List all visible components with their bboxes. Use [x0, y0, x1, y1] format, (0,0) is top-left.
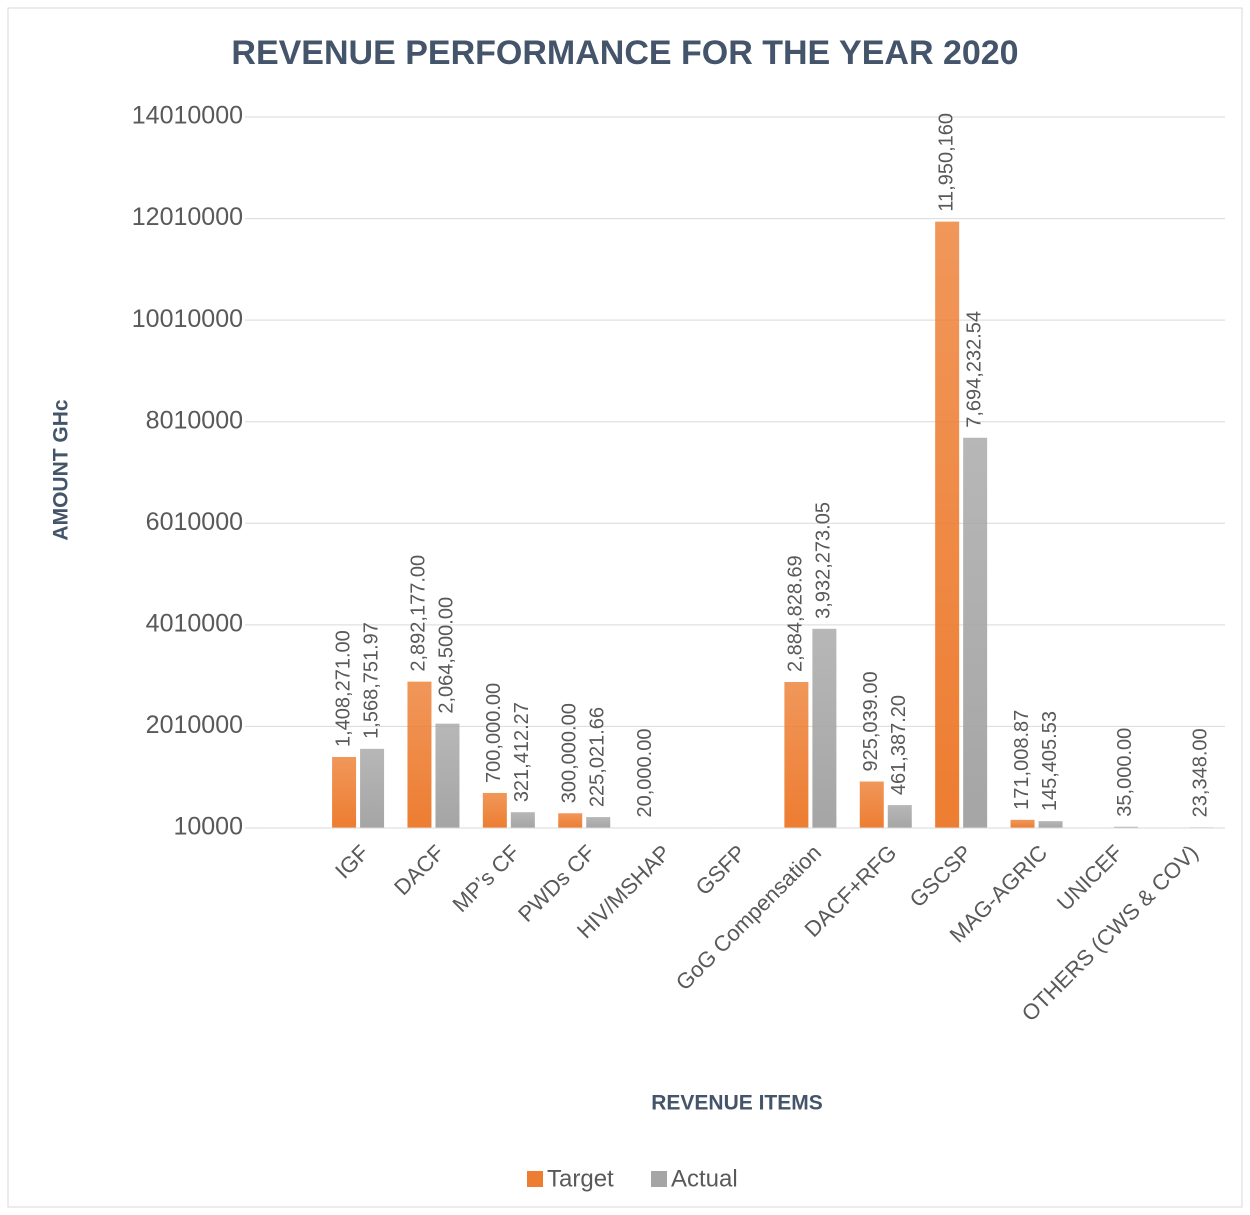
data-label: 145,405.53	[1039, 711, 1061, 811]
bar	[963, 437, 988, 828]
bar	[332, 756, 357, 828]
y-axis-title: AMOUNT GHc	[50, 399, 73, 540]
data-label: 35,000.00	[1114, 728, 1136, 817]
bar	[935, 221, 960, 828]
data-label: 2,892,177.00	[408, 555, 430, 672]
bar	[510, 812, 535, 828]
y-tick-label: 8010000	[146, 406, 243, 434]
legend-label: Actual	[671, 1165, 738, 1192]
bar	[1038, 821, 1063, 828]
data-label: 2,064,500.00	[436, 597, 458, 714]
bar	[812, 628, 837, 828]
bar	[435, 723, 460, 828]
data-label: 171,008.87	[1011, 710, 1033, 810]
data-label: 1,408,271.00	[332, 630, 354, 747]
bar	[859, 781, 884, 828]
bar	[407, 681, 432, 828]
data-label: 3,932,273.05	[813, 502, 835, 619]
bar	[558, 813, 583, 828]
y-tick-label: 6010000	[146, 508, 243, 536]
legend-label: Target	[547, 1165, 614, 1192]
chart-title: REVENUE PERFORMANCE FOR THE YEAR 2020	[231, 34, 1018, 72]
bar	[482, 792, 507, 828]
y-tick-label: 4010000	[146, 609, 243, 637]
data-label: 321,412.27	[511, 702, 533, 802]
data-label: 225,021.66	[587, 707, 609, 807]
bar	[360, 748, 385, 828]
x-axis-title: REVENUE ITEMS	[651, 1092, 823, 1115]
data-label: 461,387.20	[888, 695, 910, 795]
legend-swatch	[651, 1171, 667, 1187]
y-tick-label: 14010000	[132, 102, 243, 130]
bar	[1010, 819, 1035, 828]
data-label: 925,039.00	[860, 671, 882, 771]
data-label: 23,348.00	[1190, 728, 1212, 817]
legend-swatch	[527, 1171, 543, 1187]
data-label: 20,000.00	[634, 729, 656, 818]
data-label: 1,568,751.97	[360, 622, 382, 739]
bar	[586, 817, 611, 828]
y-tick-label: 2010000	[146, 711, 243, 739]
bar	[887, 805, 912, 828]
y-tick-label: 12010000	[132, 203, 243, 231]
y-tick-label: 10000	[173, 813, 243, 841]
data-label: 7,694,232.54	[963, 311, 985, 428]
data-label: 2,884,828.69	[785, 555, 807, 672]
data-label: 700,000.00	[483, 683, 505, 783]
bar	[1113, 826, 1138, 828]
y-tick-label: 10010000	[132, 305, 243, 333]
chart-border	[7, 7, 1243, 1208]
bar	[784, 681, 809, 828]
data-label: 300,000.00	[559, 703, 581, 803]
data-label: 11,950,160	[935, 113, 957, 212]
